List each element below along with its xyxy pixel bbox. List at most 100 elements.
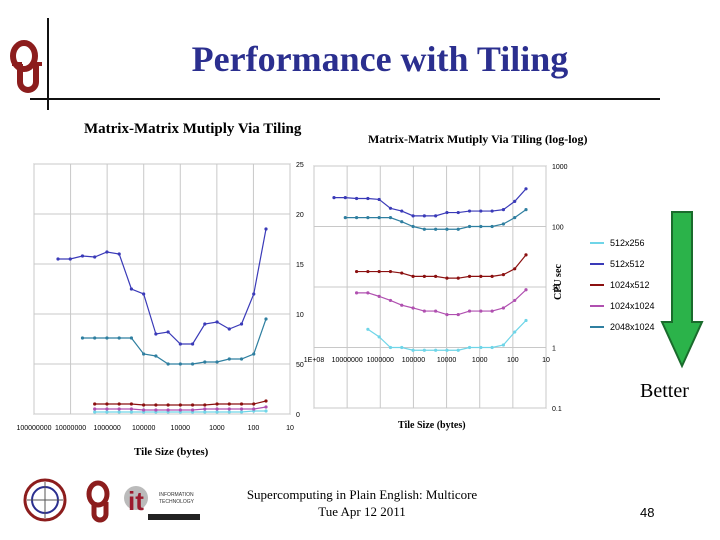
c2-x-tick-label: 100 bbox=[507, 357, 519, 364]
c2-data-point bbox=[366, 269, 370, 274]
c1-data-point bbox=[239, 410, 244, 414]
chart2-title: Matrix-Matrix Mutiply Via Tiling (log-lo… bbox=[368, 132, 588, 146]
c2-data-point bbox=[377, 294, 381, 298]
c1-data-point bbox=[227, 410, 231, 414]
c2-data-point bbox=[354, 291, 359, 295]
c1-data-point bbox=[264, 227, 268, 231]
c1-y-tick-label: 150 bbox=[296, 262, 304, 269]
c1-x-tick-label: 100 bbox=[248, 425, 260, 432]
slide-title: Performance with Tiling bbox=[191, 39, 569, 79]
c1-data-point bbox=[203, 407, 207, 411]
c1-data-point bbox=[166, 362, 170, 366]
c2-data-point bbox=[513, 298, 517, 303]
c2-x-tick-label: 1000000 bbox=[367, 357, 394, 364]
c1-data-point bbox=[227, 402, 231, 406]
chart2-y-ticks: 1000 100 10 1 0.1 bbox=[552, 164, 568, 413]
chart2-grid bbox=[313, 165, 547, 409]
c2-x-tick-label: 1000 bbox=[472, 357, 488, 364]
c1-data-point bbox=[129, 410, 134, 414]
c1-data-point bbox=[227, 357, 231, 361]
c1-x-tick-label: 1000 bbox=[209, 425, 225, 432]
c2-y-tick-label: 1 bbox=[552, 346, 556, 353]
c2-data-point bbox=[366, 291, 370, 295]
c2-data-point bbox=[479, 209, 483, 213]
c2-data-point bbox=[411, 214, 415, 218]
c1-data-point bbox=[129, 287, 134, 291]
c1-data-point bbox=[190, 408, 195, 412]
c2-data-point bbox=[411, 224, 415, 229]
c2-data-point bbox=[400, 220, 404, 224]
it-logo-sub1: INFORMATION bbox=[159, 492, 194, 498]
chart-legend: 512x256 512x512 1024x512 1024x1024 2048x1024 bbox=[590, 232, 670, 337]
c2-data-point bbox=[501, 222, 506, 226]
c2-data-point bbox=[467, 224, 472, 229]
c1-data-point bbox=[56, 257, 60, 261]
c1-series-line-512x512 bbox=[58, 228, 267, 345]
c2-data-point bbox=[354, 269, 359, 274]
title-horizontal-rule bbox=[30, 98, 660, 100]
c1-data-point bbox=[215, 360, 219, 364]
c1-data-point bbox=[215, 410, 219, 414]
c2-data-point bbox=[400, 209, 404, 213]
legend-swatch bbox=[590, 325, 604, 328]
c1-data-point bbox=[93, 402, 97, 406]
c1-data-point bbox=[264, 405, 268, 409]
c2-data-point bbox=[479, 224, 483, 229]
c2-x-tick-label: 100000 bbox=[402, 357, 425, 364]
c2-data-point bbox=[332, 196, 336, 200]
c2-data-point bbox=[513, 199, 517, 203]
c2-data-point bbox=[422, 309, 426, 313]
c1-data-point bbox=[203, 360, 207, 364]
c2-data-point bbox=[456, 227, 460, 231]
c1-data-point bbox=[117, 252, 121, 256]
c1-x-tick-label: 1000000 bbox=[94, 425, 121, 432]
chart1: 250200150100500 100000000100000001000000… bbox=[16, 162, 304, 432]
c1-data-point bbox=[190, 342, 195, 346]
chart1-y-ticks: 250 200 150 100 50 0 bbox=[296, 162, 304, 419]
c1-data-point bbox=[178, 362, 182, 366]
c1-data-point bbox=[203, 403, 207, 407]
c1-data-point bbox=[93, 336, 97, 340]
c1-series-line-2048x1024 bbox=[82, 318, 267, 365]
c2-data-point bbox=[400, 345, 404, 350]
c2-data-point bbox=[524, 253, 528, 257]
c2-data-point bbox=[490, 345, 494, 350]
c1-data-point bbox=[105, 250, 109, 254]
c1-data-point bbox=[93, 407, 97, 411]
legend-label: 512x256 bbox=[610, 237, 645, 248]
footer-line-2: Tue Apr 12 2011 bbox=[318, 504, 406, 519]
c1-data-point bbox=[190, 403, 195, 407]
c1-plot-frame bbox=[33, 163, 291, 415]
c2-data-point bbox=[434, 309, 438, 313]
c1-data-point bbox=[93, 255, 97, 259]
c2-y-tick-label: 0.1 bbox=[552, 406, 562, 413]
c2-data-point bbox=[501, 273, 506, 277]
c1-data-point bbox=[190, 362, 195, 366]
c2-data-point bbox=[366, 216, 370, 220]
better-arrow-shape bbox=[660, 211, 704, 369]
chart1-x-ticks: 100000000 10000000 1000000 100000 10000 1000 1… bbox=[16, 425, 294, 432]
c2-data-point bbox=[479, 345, 483, 350]
c1-data-point bbox=[142, 292, 146, 296]
c1-data-point bbox=[252, 352, 256, 356]
c2-data-point bbox=[377, 269, 381, 274]
c2-data-point bbox=[445, 312, 449, 317]
c1-data-point bbox=[80, 336, 85, 340]
c2-data-point bbox=[467, 345, 472, 350]
it-logo-text: it bbox=[128, 486, 144, 516]
c2-data-point bbox=[501, 208, 506, 212]
c1-data-point bbox=[166, 408, 170, 412]
c1-data-point bbox=[178, 408, 182, 412]
c2-data-point bbox=[490, 309, 494, 313]
c2-x-tick-label: 10 bbox=[542, 357, 550, 364]
c2-data-point bbox=[467, 274, 472, 278]
legend-label: 512x512 bbox=[610, 258, 645, 269]
c2-data-point bbox=[388, 206, 393, 210]
c1-x-tick-label: 10 bbox=[286, 425, 294, 432]
c2-data-point bbox=[490, 209, 494, 213]
c1-data-point bbox=[215, 407, 219, 411]
c2-data-point bbox=[388, 298, 393, 303]
legend-item-1024x512: 1024x512 bbox=[590, 274, 670, 295]
c1-data-point bbox=[252, 292, 256, 296]
c1-data-point bbox=[154, 403, 158, 407]
